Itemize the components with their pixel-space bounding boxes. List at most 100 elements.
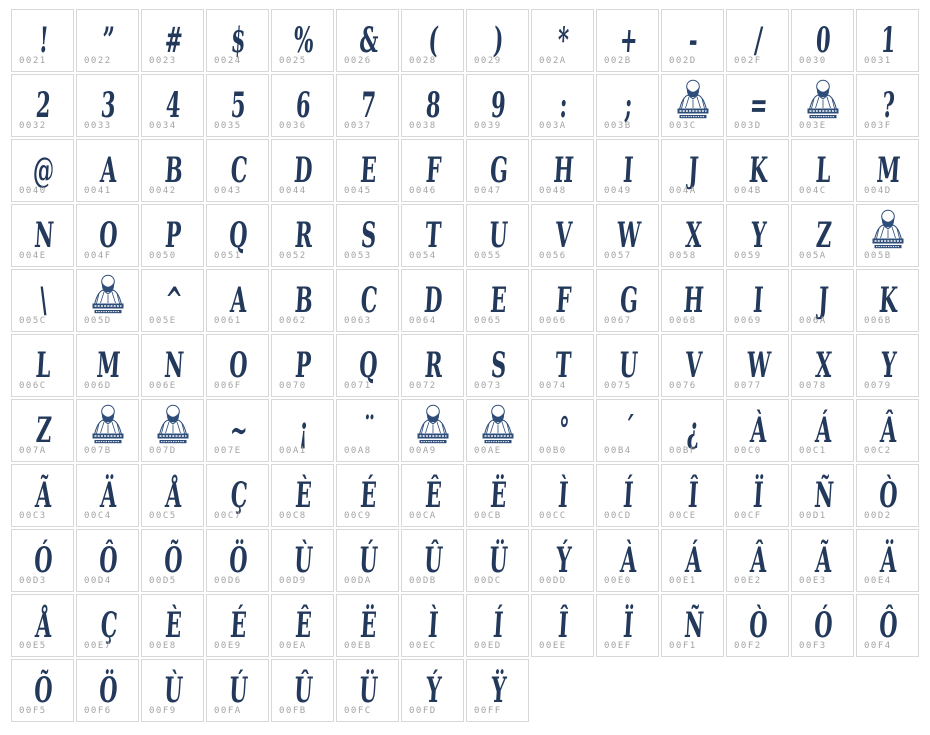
glyph-cell: Ô 00F4 <box>856 594 919 657</box>
glyph-cell: Q 0051 <box>206 204 269 267</box>
glyph-character: ¡ <box>297 410 310 451</box>
glyph-cell: Õ 00F5 <box>11 659 74 722</box>
glyph-character: V <box>554 215 574 256</box>
glyph-character: Ä <box>879 540 899 581</box>
glyph-cell: Ä 00C4 <box>76 464 139 527</box>
glyph-cell: Ù 00F9 <box>141 659 204 722</box>
glyph-character: I <box>752 280 765 321</box>
glyph-cell: Ç 00C7 <box>206 464 269 527</box>
glyph-area: N <box>142 337 203 386</box>
glyph-area: A <box>77 142 138 191</box>
glyph-character: Ì <box>557 475 570 516</box>
glyph-area: Z <box>792 207 853 256</box>
glyph-cell: M 006D <box>76 334 139 397</box>
unicode-code-label: 004F <box>84 251 112 261</box>
glyph-area: N <box>12 207 73 256</box>
glyph-area: Q <box>207 207 268 256</box>
glyph-character: Ö <box>98 670 120 711</box>
glyph-area: Û <box>272 662 333 711</box>
unicode-code-label: 00DC <box>474 576 502 586</box>
unicode-code-label: 0071 <box>344 381 372 391</box>
glyph-character: Q <box>228 215 250 256</box>
glyph-cell: T 0054 <box>401 204 464 267</box>
unicode-code-label: 0055 <box>474 251 502 261</box>
glyph-character: X <box>684 215 704 256</box>
glyph-area: 0 <box>792 12 853 61</box>
glyph-area: E <box>337 142 398 191</box>
glyph-area: Î <box>662 467 723 516</box>
glyph-area: S <box>337 207 398 256</box>
glyph-cell: I 0069 <box>726 269 789 332</box>
glyph-area: Y <box>727 207 788 256</box>
unicode-code-label: 00F5 <box>19 706 47 716</box>
glyph-character: Ý <box>424 670 443 711</box>
glyph-character: Â <box>749 540 769 581</box>
glyph-character: Ÿ <box>489 670 508 711</box>
glyph-cell: 7 0037 <box>336 74 399 137</box>
glyph-area: ~ <box>207 402 268 451</box>
glyph-area: U <box>597 337 658 386</box>
unicode-code-label: 00C5 <box>149 511 177 521</box>
glyph-cell: ° 00B0 <box>531 399 594 462</box>
glyph-cell: Í 00CD <box>596 464 659 527</box>
glyph-area: G <box>597 272 658 321</box>
glyph-area <box>77 272 138 318</box>
unicode-code-label: 00F6 <box>84 706 112 716</box>
unicode-code-label: 0045 <box>344 186 372 196</box>
unicode-code-label: 005D <box>84 316 112 326</box>
glyph-character: 8 <box>424 85 443 126</box>
glyph-area: F <box>532 272 593 321</box>
glyph-area: E <box>467 272 528 321</box>
unicode-code-label: 0032 <box>19 121 47 131</box>
glyph-cell: B 0062 <box>271 269 334 332</box>
glyph-cell: Û 00DB <box>401 529 464 592</box>
glyph-area: O <box>207 337 268 386</box>
unicode-code-label: 0050 <box>149 251 177 261</box>
unicode-code-label: 00A9 <box>409 446 437 456</box>
glyph-area: Ï <box>727 467 788 516</box>
unicode-code-label: 00F2 <box>734 641 762 651</box>
glyph-area: F <box>402 142 463 191</box>
unicode-code-label: 004E <box>19 251 47 261</box>
unicode-code-label: 00FB <box>279 706 307 716</box>
glyph-character: M <box>875 150 902 191</box>
glyph-character: 1 <box>879 20 898 61</box>
glyph-cell: Ü 00DC <box>466 529 529 592</box>
glyph-cell: G 0067 <box>596 269 659 332</box>
glyph-cell: Á 00C1 <box>791 399 854 462</box>
unicode-code-label: 00A8 <box>344 446 372 456</box>
glyph-area: Ù <box>142 662 203 711</box>
bearded-man-logo-icon <box>872 209 903 249</box>
glyph-area: & <box>337 12 398 61</box>
glyph-character: F <box>424 150 443 191</box>
glyph-cell: E 0065 <box>466 269 529 332</box>
glyph-cell: + 002B <box>596 9 659 72</box>
glyph-cell: 0 0030 <box>791 9 854 72</box>
glyph-area: B <box>272 272 333 321</box>
glyph-area: Z <box>12 402 73 451</box>
glyph-area: Ü <box>337 662 398 711</box>
glyph-cell: ( 0028 <box>401 9 464 72</box>
glyph-character: Í <box>492 605 505 646</box>
glyph-cell: V 0056 <box>531 204 594 267</box>
glyph-character: Ú <box>358 540 380 581</box>
glyph-area: % <box>272 12 333 61</box>
glyph-character: K <box>748 150 770 191</box>
glyph-cell: È 00E8 <box>141 594 204 657</box>
unicode-code-label: 00F9 <box>149 706 177 716</box>
glyph-cell: 6 0036 <box>271 74 334 137</box>
glyph-area: Ú <box>337 532 398 581</box>
glyph-cell: J 004A <box>661 139 724 202</box>
unicode-code-label: 004D <box>864 186 892 196</box>
glyph-character: ¨ <box>362 410 376 451</box>
glyph-area: Ä <box>77 467 138 516</box>
unicode-code-label: 006C <box>19 381 47 391</box>
glyph-character: È <box>164 605 183 646</box>
glyph-area: 4 <box>142 77 203 126</box>
glyph-area: $ <box>207 12 268 61</box>
glyph-cell: L 006C <box>11 334 74 397</box>
unicode-code-label: 00D3 <box>19 576 47 586</box>
glyph-cell: 8 0038 <box>401 74 464 137</box>
glyph-area: 7 <box>337 77 398 126</box>
glyph-cell: Ñ 00F1 <box>661 594 724 657</box>
